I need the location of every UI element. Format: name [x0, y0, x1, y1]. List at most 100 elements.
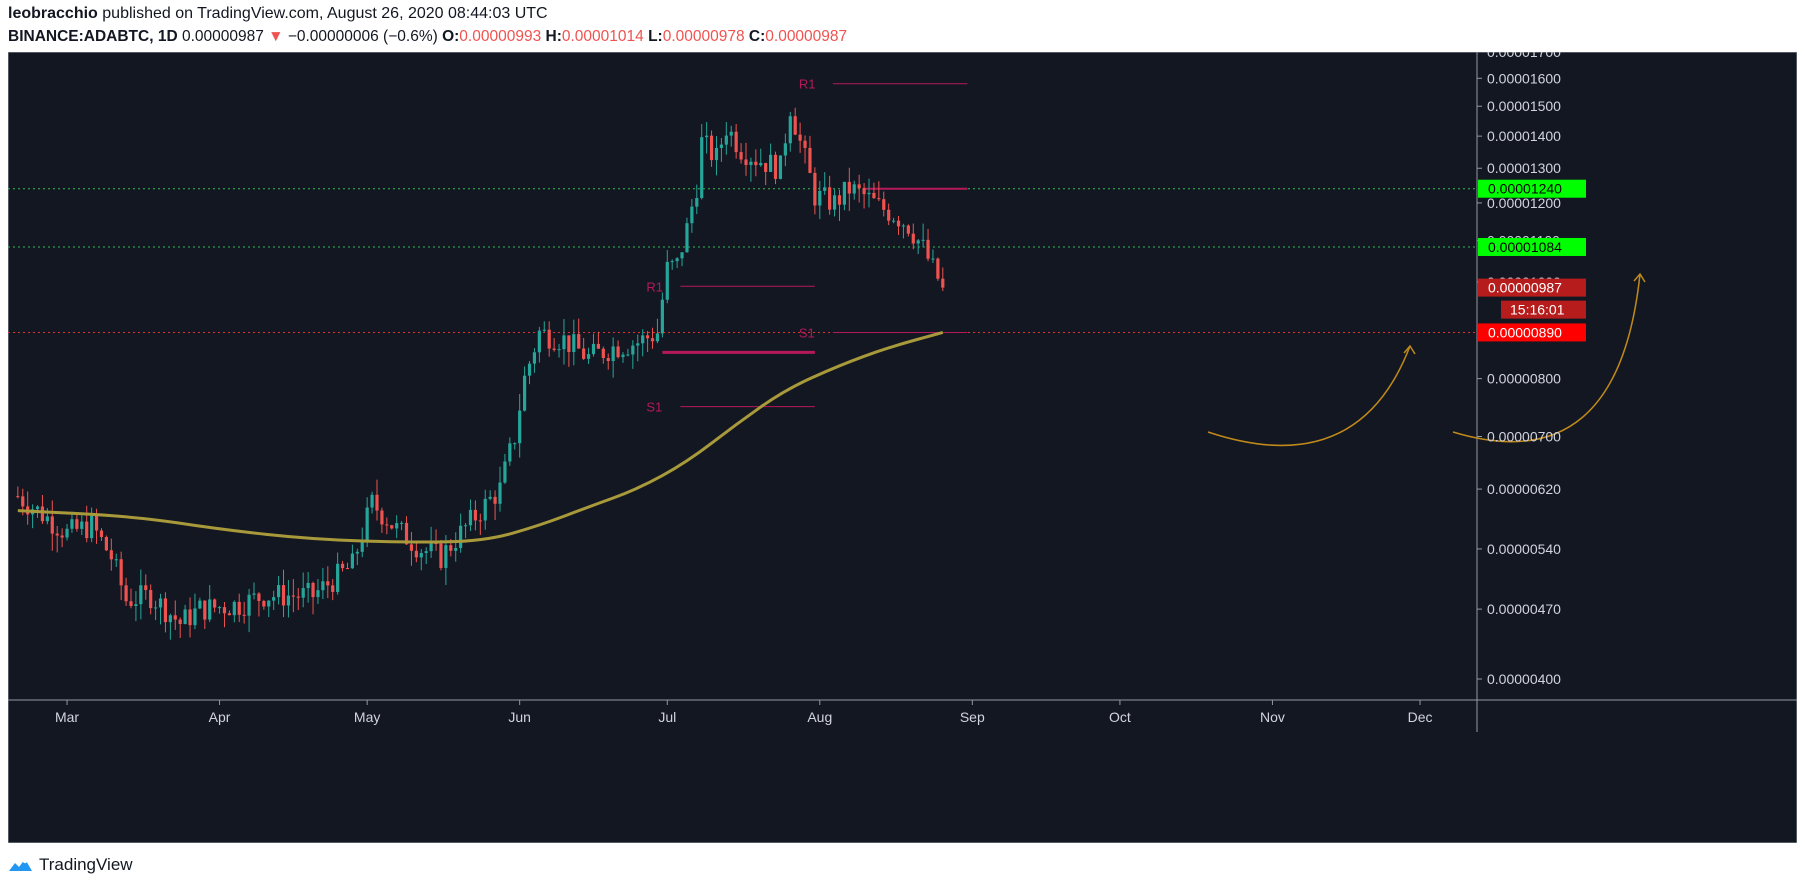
candle-down — [188, 609, 192, 626]
price-tick-label: 0.00000540 — [1487, 541, 1561, 557]
candle-up — [641, 335, 645, 344]
candle-down — [882, 199, 886, 210]
level-badge-green — [1478, 179, 1586, 198]
pivot-label: S1 — [799, 325, 815, 340]
candle-down — [291, 595, 295, 597]
candle-up — [562, 335, 566, 350]
time-tick-label: Nov — [1260, 709, 1285, 725]
candle-up — [769, 154, 773, 172]
candle-down — [754, 161, 758, 166]
publish-info: leobracchio published on TradingView.com… — [8, 5, 548, 23]
candle-down — [449, 545, 453, 551]
candle-down — [828, 187, 832, 210]
time-tick-label: Sep — [960, 709, 985, 725]
candlestick-series — [16, 107, 945, 640]
price-axis[interactable]: 0.00001700 0.00001600 0.00001500 0.00001400… — [1477, 52, 1561, 687]
arrow-to-1240 — [1452, 273, 1641, 443]
candle-down — [257, 593, 261, 601]
candle-down — [601, 348, 605, 359]
candle-up — [670, 261, 674, 263]
arrow-to-1240-head — [1633, 272, 1646, 283]
candle-down — [936, 258, 940, 279]
candle-down — [872, 192, 876, 199]
candle-up — [355, 551, 359, 554]
candle-up — [626, 354, 630, 356]
candle-down — [390, 525, 394, 529]
candle-down — [40, 506, 45, 522]
candle-down — [404, 522, 409, 545]
candle-up — [286, 595, 291, 606]
candle-up — [483, 498, 487, 521]
symbol-label: BINANCE:ADABTC, 1D — [8, 28, 178, 45]
candle-down — [237, 601, 241, 615]
candle-down — [906, 225, 910, 234]
time-tick-label: Oct — [1109, 709, 1131, 725]
candle-down — [222, 607, 227, 614]
time-tick-label: Mar — [55, 709, 79, 725]
candle-down — [331, 585, 335, 592]
candle-down — [567, 335, 571, 353]
candle-up — [272, 597, 276, 601]
candle-down — [887, 209, 891, 221]
level-badge-red — [1478, 323, 1586, 342]
candle-up — [267, 600, 271, 607]
candle-up — [783, 143, 787, 156]
candle-up — [365, 507, 369, 541]
candle-up — [759, 163, 763, 166]
price-tick-label: 0.00001400 — [1487, 128, 1561, 144]
candle-down — [847, 181, 851, 194]
candle-down — [60, 535, 64, 538]
candle-up — [705, 135, 709, 138]
candle-up — [532, 352, 537, 364]
candle-down — [926, 239, 930, 259]
candle-up — [527, 363, 532, 376]
candle-up — [498, 482, 502, 504]
candle-up — [193, 608, 197, 626]
candle-down — [857, 184, 861, 189]
candle-down — [896, 220, 901, 227]
candle-down — [596, 343, 600, 349]
candle-down — [911, 233, 915, 244]
last-price-label: 0.00000987 — [1488, 280, 1562, 296]
time-tick-label: Dec — [1408, 709, 1433, 725]
high-label: H: — [545, 28, 562, 45]
candle-up — [463, 525, 468, 527]
candle-up — [419, 553, 423, 558]
candle-up — [719, 144, 723, 148]
candle-down — [773, 154, 778, 179]
time-tick-label: Aug — [807, 709, 832, 725]
candle-down — [473, 509, 477, 521]
candle-down — [163, 598, 168, 623]
time-axis[interactable]: Mar Apr May Jun Jul Aug Sep Oct Nov Dec — [55, 700, 1433, 725]
level-badge-label: 0.00001084 — [1488, 239, 1562, 255]
candle-up — [35, 506, 40, 510]
candle-down — [739, 152, 743, 160]
candle-up — [454, 547, 458, 551]
candle-up — [675, 258, 679, 262]
candle-down — [75, 519, 79, 529]
tradingview-logo-icon — [9, 858, 32, 871]
candle-up — [901, 225, 906, 227]
candle-down — [203, 600, 207, 620]
candle-down — [646, 335, 650, 339]
candle-up — [832, 195, 837, 210]
candle-up — [636, 343, 640, 346]
candle-down — [837, 195, 842, 205]
candle-up — [729, 131, 733, 136]
candle-up — [749, 161, 753, 165]
candle-down — [345, 568, 350, 570]
candle-up — [232, 601, 236, 616]
candle-down — [862, 188, 866, 195]
candle-down — [582, 348, 586, 359]
candle-up — [823, 187, 827, 191]
candle-up — [537, 330, 541, 353]
candle-down — [173, 615, 177, 620]
candle-down — [94, 515, 99, 531]
candle-up — [867, 192, 871, 195]
tradingview-branding[interactable]: TradingView — [8, 855, 133, 875]
candle-up — [508, 443, 512, 462]
author-name[interactable]: leobracchio — [8, 5, 98, 22]
candle-up — [611, 346, 615, 361]
candle-down — [227, 613, 231, 616]
